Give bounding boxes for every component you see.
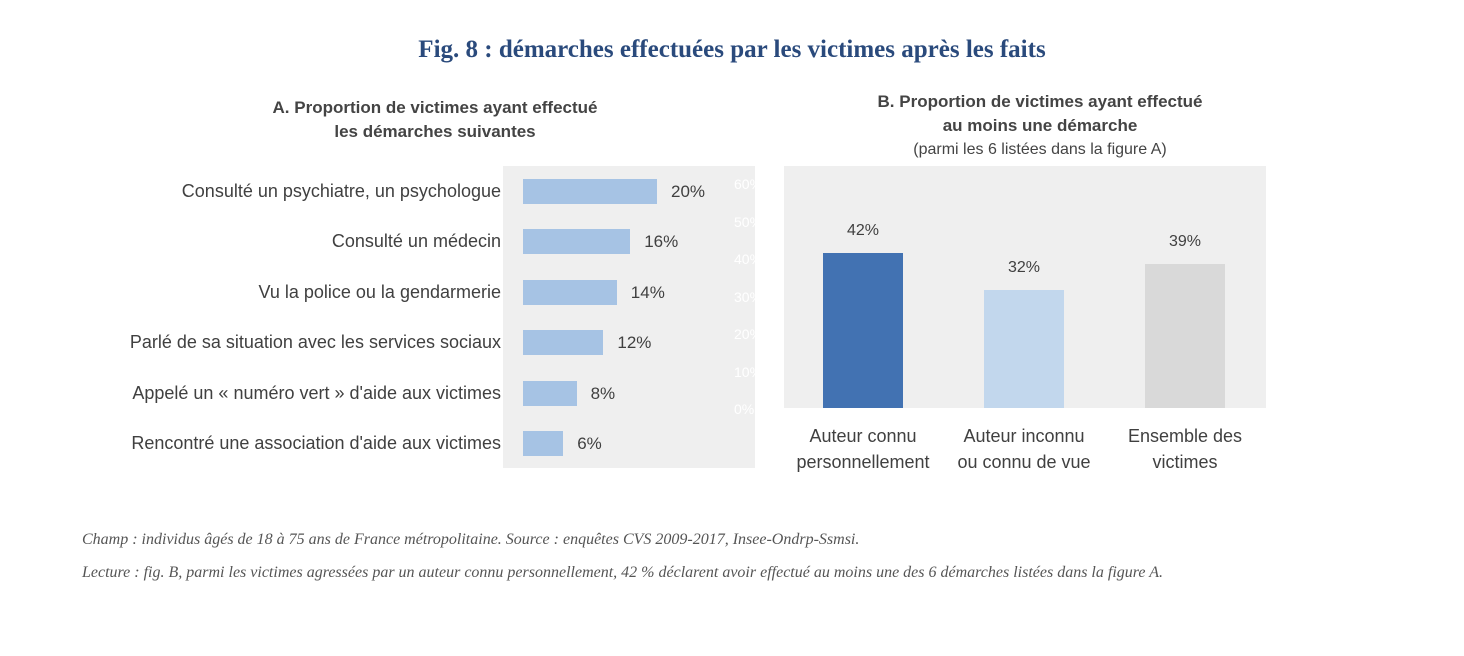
note-champ: Champ : individus âgés de 18 à 75 ans de… xyxy=(82,531,860,548)
panel-b-subtitle: (parmi les 6 listées dans la figure A) xyxy=(913,141,1167,158)
figure-title: Fig. 8 : démarches effectuées par les vi… xyxy=(418,36,1046,63)
panel-a-value-label: 20% xyxy=(671,182,706,201)
panel-a-faint-tick-label: 20% xyxy=(734,326,763,342)
panel-a-category-label: Appelé un « numéro vert » d'aide aux vic… xyxy=(132,382,501,403)
panel-b-category-label-line: Ensemble des xyxy=(1127,426,1243,446)
panel-a-title: A. Proportion de victimes ayant effectué… xyxy=(230,96,640,144)
panel-b-title-line-1: B. Proportion de victimes ayant effectué xyxy=(877,92,1203,111)
panel-a-faint-tick-label: 40% xyxy=(734,251,763,267)
panel-b-category-label-line: victimes xyxy=(1152,452,1218,472)
panel-a-value-label: 8% xyxy=(590,383,616,403)
panel-b-value-label: 32% xyxy=(1007,258,1041,276)
note-lecture: Lecture : fig. B, parmi les victimes agr… xyxy=(82,564,1163,581)
panel-a-faint-tick-label: 60% xyxy=(734,176,763,192)
panel-a-background xyxy=(503,166,755,468)
panel-a-category-label: Consulté un psychiatre, un psychologue xyxy=(181,181,501,201)
panel-a-category-label: Vu la police ou la gendarmerie xyxy=(258,281,501,302)
panel-a-value-label: 14% xyxy=(630,282,665,302)
panel-a-bar xyxy=(523,179,657,204)
panel-b-category-label-line: personnellement xyxy=(796,452,930,472)
panel-b-title: B. Proportion de victimes ayant effectué… xyxy=(800,90,1280,162)
panel-a-faint-tick-label: 50% xyxy=(734,213,763,230)
panel-a-value-label: 16% xyxy=(644,232,679,252)
panel-a-category-label: Consulté un médecin xyxy=(331,231,501,252)
panel-b-category-label: Ensemble des victimes xyxy=(1100,423,1270,475)
panel-a-title-line-1: A. Proportion de victimes ayant effectué xyxy=(272,98,598,117)
panel-b-title-line-2: au moins une démarche xyxy=(942,116,1138,135)
panel-b-category-label-line: Auteur inconnu xyxy=(963,426,1085,446)
panel-a-faint-tick-label: 30% xyxy=(734,288,763,305)
panel-b-category-label-line: ou connu de vue xyxy=(957,452,1091,472)
panel-a-bar xyxy=(523,279,617,305)
panel-a-faint-tick-label: 10% xyxy=(734,363,763,380)
panel-a-value-label: 6% xyxy=(577,434,602,453)
panel-a-bar xyxy=(523,380,577,406)
panel-a-category-label: Parlé de sa situation avec les services … xyxy=(129,332,501,353)
panel-b-value-label: 39% xyxy=(1168,232,1202,250)
panel-a-bar xyxy=(523,229,631,255)
panel-b-category-label: Auteur connu personnellement xyxy=(778,423,948,475)
panel-a-category-label: Rencontré une association d'aide aux vic… xyxy=(131,433,501,453)
panel-b-bar xyxy=(823,252,903,408)
panel-b-bar xyxy=(1145,263,1225,408)
panel-a-faint-tick-label: 0% xyxy=(734,401,755,417)
panel-a-bar xyxy=(523,330,604,356)
panel-b-category-label-line: Auteur connu xyxy=(809,426,917,446)
panel-b-category-label: Auteur inconnu ou connu de vue xyxy=(939,423,1109,475)
panel-b-value-label: 42% xyxy=(846,221,880,239)
panel-b-bar xyxy=(984,289,1064,408)
panel-a-value-label: 12% xyxy=(617,333,652,353)
panel-a-bar xyxy=(523,431,564,456)
panel-a-title-line-2: les démarches suivantes xyxy=(334,122,536,141)
